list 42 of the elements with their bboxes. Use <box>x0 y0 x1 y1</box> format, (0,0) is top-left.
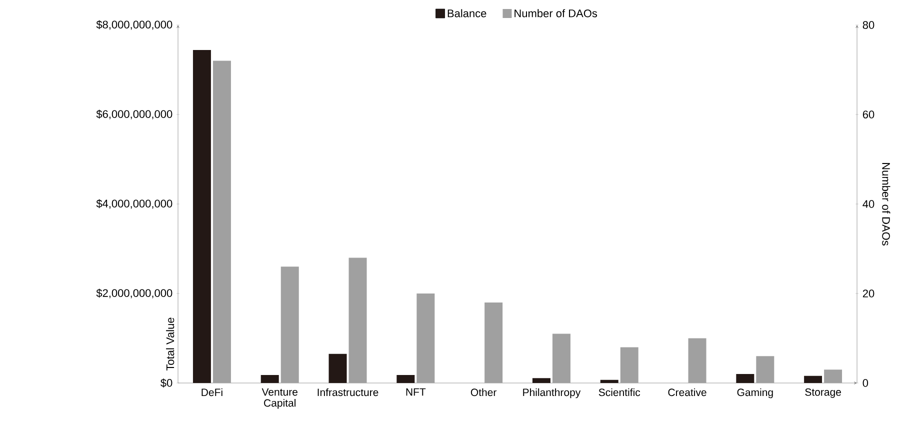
x-tick-label: Scientific <box>598 388 640 396</box>
y-tick-label: $2,000,000,000 <box>96 288 172 298</box>
y2-tick-label: 40 <box>862 200 874 208</box>
bar <box>348 258 367 383</box>
bar <box>416 294 435 383</box>
x-tick-label: Philanthropy <box>523 388 581 398</box>
y-axis-title: Total Value <box>166 318 174 371</box>
bar <box>736 374 754 383</box>
bar <box>600 380 618 383</box>
legend-label: Balance <box>448 9 486 18</box>
x-tick-label: Infrastructure <box>318 388 378 396</box>
bar <box>396 374 415 383</box>
y-tick-label: $0 <box>160 378 172 388</box>
bar <box>688 338 706 383</box>
bar <box>260 374 279 383</box>
x-tick-label: Venture Capital <box>262 388 298 409</box>
bar <box>328 354 347 383</box>
y2-tick-label: 0 <box>862 379 868 387</box>
y-tick-label: $8,000,000,000 <box>96 20 172 30</box>
bar <box>484 302 503 383</box>
bar <box>212 60 231 383</box>
x-tick-label: Creative <box>668 388 706 396</box>
legend-label: Number of DAOs <box>514 9 598 18</box>
x-tick-label: NFT <box>406 388 426 396</box>
bar <box>756 356 774 383</box>
x-tick-label: Storage <box>805 388 841 398</box>
y2-axis-title: Number of DAOs <box>882 163 890 246</box>
x-tick-label: Other <box>470 388 497 396</box>
bar <box>532 378 550 383</box>
bar <box>280 266 299 383</box>
x-tick-label: Gaming <box>737 388 773 398</box>
bar <box>824 370 842 383</box>
y-tick-label: $4,000,000,000 <box>96 199 172 209</box>
x-tick-label: DeFi <box>202 388 222 396</box>
y2-tick-label: 20 <box>862 290 874 298</box>
y-tick-label: $6,000,000,000 <box>96 110 172 120</box>
bar <box>192 50 211 383</box>
bar <box>620 347 638 383</box>
y2-tick-label: 80 <box>862 21 874 29</box>
y2-tick-label: 60 <box>862 110 874 118</box>
bar <box>804 376 822 383</box>
bar <box>552 334 570 383</box>
